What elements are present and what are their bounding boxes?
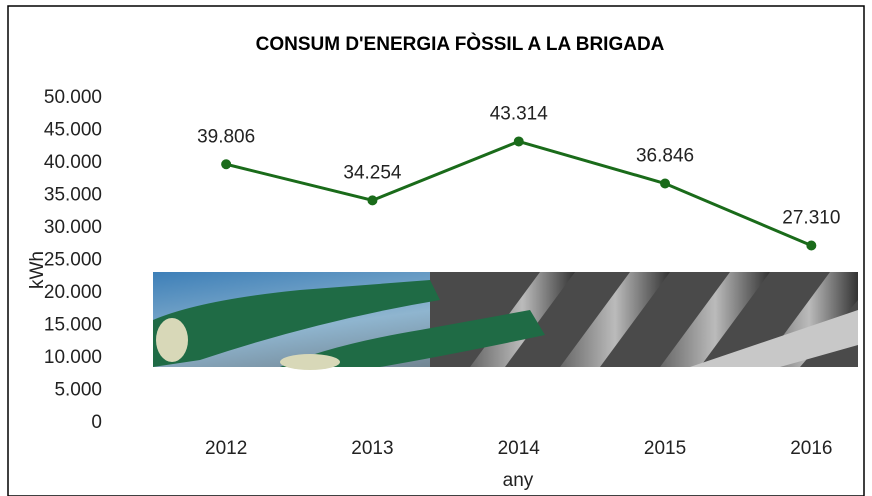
value-label: 39.806 (197, 126, 255, 147)
x-tick-label: 2016 (790, 438, 832, 459)
y-tick-label: 25.000 (44, 250, 102, 271)
y-tick-label: 0 (91, 412, 102, 433)
point (367, 195, 378, 206)
x-tick-label: 2014 (498, 438, 541, 459)
y-axis-label: kWh (27, 251, 48, 289)
y-tick-label: 20.000 (44, 282, 102, 303)
chart-title: CONSUM D'ENERGIA FÒSSIL A LA BRIGADA (256, 33, 665, 55)
y-tick-label: 40.000 (44, 152, 102, 173)
point (221, 159, 232, 170)
y-tick-label: 45.000 (44, 120, 102, 141)
value-label: 34.254 (343, 162, 402, 183)
y-tick-label: 10.000 (44, 347, 102, 368)
point (660, 178, 671, 189)
y-tick-label: 5.000 (54, 380, 102, 401)
value-label: 36.846 (636, 146, 694, 167)
y-tick-label: 15.000 (44, 315, 102, 336)
y-tick-label: 35.000 (44, 185, 102, 206)
x-tick-label: 2015 (644, 438, 686, 459)
frame (7, 5, 865, 496)
y-tick-label: 50.000 (44, 87, 102, 108)
x-tick-label: 2012 (205, 438, 247, 459)
x-tick-label: 2013 (351, 438, 393, 459)
point (806, 240, 817, 251)
line (225, 139, 812, 247)
value-label: 43.314 (490, 103, 549, 124)
y-tick-label: 30.000 (44, 217, 102, 238)
x-axis-label: any (503, 470, 534, 491)
value-label: 27.310 (782, 208, 840, 229)
photo-band (153, 272, 858, 370)
point (513, 136, 524, 147)
